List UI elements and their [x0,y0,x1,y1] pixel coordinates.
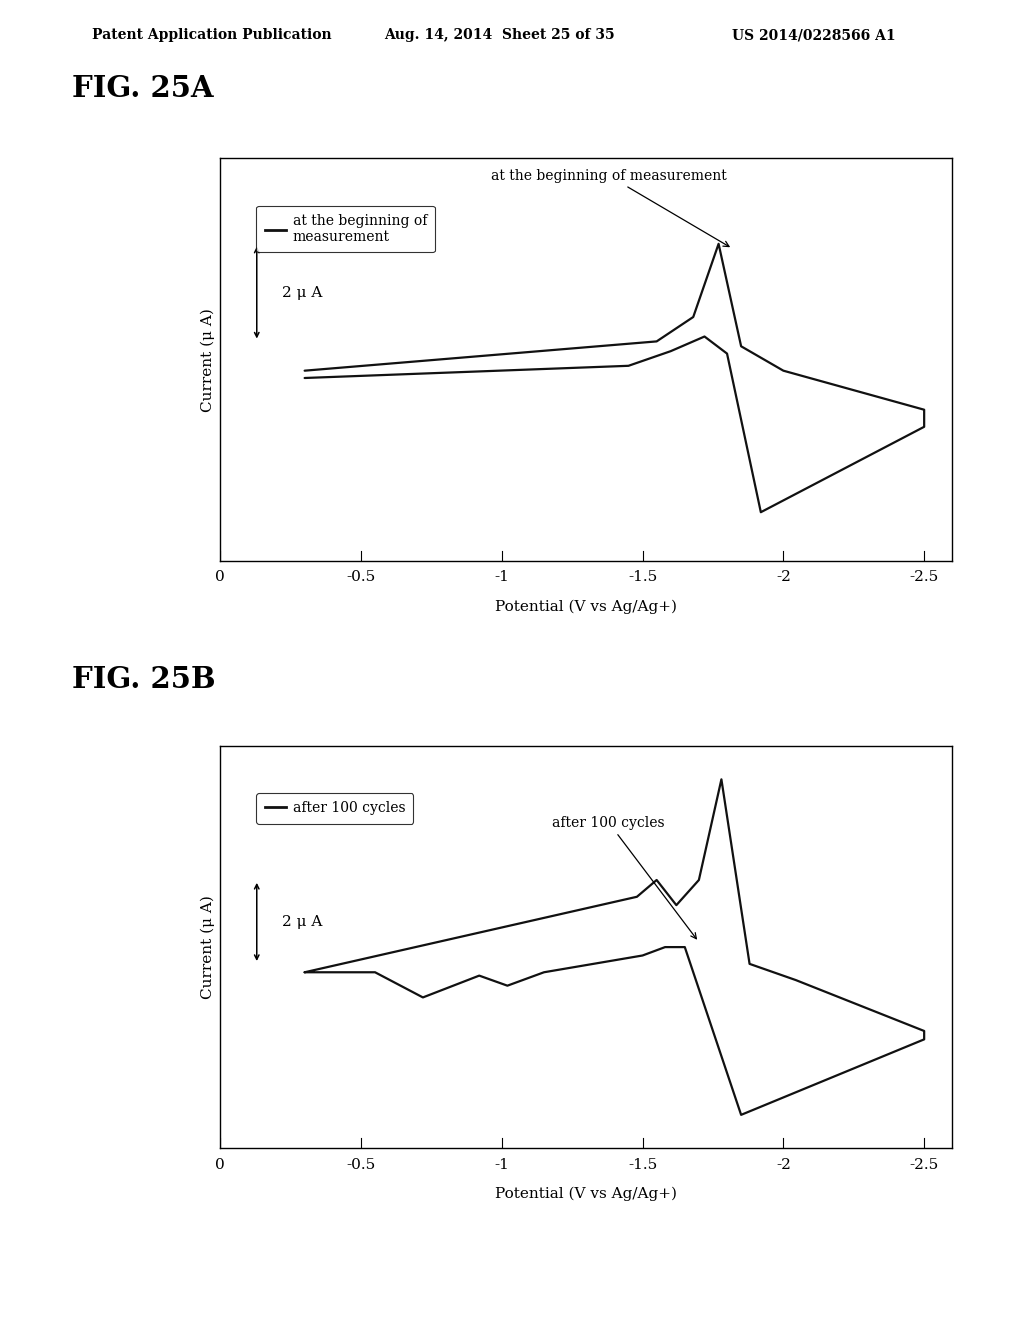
Text: 0: 0 [215,570,225,585]
Text: FIG. 25B: FIG. 25B [72,665,215,694]
Text: 2 μ A: 2 μ A [282,915,323,929]
Text: after 100 cycles: after 100 cycles [553,816,696,939]
Text: -1.5: -1.5 [628,1158,657,1172]
Text: -2.5: -2.5 [909,570,939,585]
Text: -2: -2 [776,1158,791,1172]
Text: at the beginning of measurement: at the beginning of measurement [490,169,729,247]
Text: -1.5: -1.5 [628,570,657,585]
Text: -0.5: -0.5 [346,570,376,585]
Legend: at the beginning of
measurement: at the beginning of measurement [256,206,435,252]
Text: 0: 0 [215,1158,225,1172]
Text: US 2014/0228566 A1: US 2014/0228566 A1 [732,28,896,42]
Y-axis label: Current (μ A): Current (μ A) [201,895,215,999]
Legend: after 100 cycles: after 100 cycles [256,793,414,824]
Y-axis label: Current (μ A): Current (μ A) [201,308,215,412]
Text: Patent Application Publication: Patent Application Publication [92,28,332,42]
Text: Aug. 14, 2014  Sheet 25 of 35: Aug. 14, 2014 Sheet 25 of 35 [384,28,614,42]
Text: -1: -1 [495,1158,509,1172]
Text: -1: -1 [495,570,509,585]
Text: 2 μ A: 2 μ A [282,285,323,300]
Text: -2: -2 [776,570,791,585]
Text: Potential (V vs Ag/Ag+): Potential (V vs Ag/Ag+) [496,599,677,614]
Text: FIG. 25A: FIG. 25A [72,74,213,103]
Text: Potential (V vs Ag/Ag+): Potential (V vs Ag/Ag+) [496,1187,677,1201]
Text: -2.5: -2.5 [909,1158,939,1172]
Text: -0.5: -0.5 [346,1158,376,1172]
